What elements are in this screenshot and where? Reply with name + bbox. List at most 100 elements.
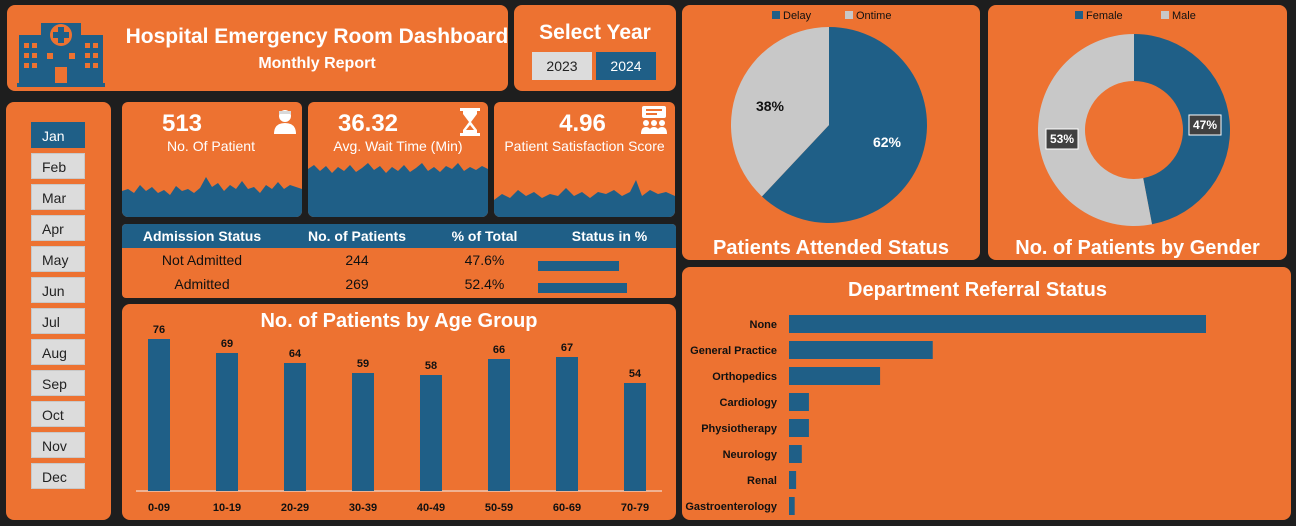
kpi-sparkline [494, 180, 675, 217]
data-label: 69 [221, 338, 233, 350]
bar [284, 363, 306, 491]
month-button-jul[interactable]: Jul [31, 308, 85, 334]
bar [789, 393, 809, 411]
bar [624, 383, 646, 491]
kpi-value: 513 [161, 110, 203, 137]
kpi-card-wait-time: 36.32 Avg. Wait Time (Min) [308, 102, 488, 217]
kpi-label: Patient Satisfaction Score [504, 138, 665, 154]
year-button-2024[interactable]: 2024 [596, 52, 656, 80]
column-header-pct: % of Total [451, 228, 518, 244]
department-referral-panel: Department Referral Status None General P… [682, 267, 1291, 520]
legend-swatch [1161, 11, 1169, 19]
bar [488, 359, 510, 491]
data-label: 58 [425, 360, 437, 372]
bar [789, 341, 933, 359]
hospital-icon [17, 23, 105, 87]
pie-slice [731, 27, 829, 197]
month-button-mar[interactable]: Mar [31, 184, 85, 210]
table-data-bar [538, 261, 619, 271]
data-label: 59 [357, 358, 369, 370]
bar [352, 373, 374, 491]
month-button-feb[interactable]: Feb [31, 153, 85, 179]
year-button-2023[interactable]: 2023 [532, 52, 592, 80]
data-label: 66 [493, 344, 505, 356]
patient-icon [274, 110, 296, 134]
month-button-nov[interactable]: Nov [31, 432, 85, 458]
column-header-patients: No. of Patients [307, 228, 406, 244]
legend-label: Male [1172, 10, 1196, 22]
gender-panel: Female Male 47% 53% No. of Patients by Ge… [988, 5, 1287, 260]
chart-title: Patients Attended Status [713, 237, 949, 259]
month-button-oct[interactable]: Oct [31, 401, 85, 427]
kpi-label: No. Of Patient [167, 138, 255, 154]
table-cell-status: Not Admitted [161, 252, 243, 268]
legend-label: Delay [783, 10, 812, 22]
y-tick-label: None [750, 319, 778, 331]
x-tick-label: 10-19 [213, 502, 241, 514]
chart-title: No. of Patients by Age Group [260, 310, 538, 332]
legend-swatch [772, 11, 780, 19]
bar [216, 353, 238, 491]
data-label: 62% [873, 134, 902, 150]
legend-swatch [1075, 11, 1083, 19]
kpi-card-patients: 513 No. Of Patient [122, 102, 302, 217]
kpi-label: Avg. Wait Time (Min) [333, 138, 463, 154]
month-button-may[interactable]: May [31, 246, 85, 272]
month-button-aug[interactable]: Aug [31, 339, 85, 365]
y-tick-label: Renal [747, 475, 777, 487]
x-tick-label: 20-29 [281, 502, 309, 514]
legend-label: Female [1086, 10, 1123, 22]
dashboard-title: Hospital Emergency Room Dashboard [125, 25, 508, 48]
donut-slice [1134, 34, 1230, 225]
age-group-bar-chart: 76 0-09 69 10-19 64 20-29 59 30-39 58 40-49 66 50-5… [136, 324, 662, 514]
attended-status-panel: Delay Ontime 62% 38% Patients Attended St… [682, 5, 980, 260]
legend-item-male: Male [1161, 10, 1196, 22]
legend-item-female: Female [1075, 10, 1123, 22]
month-button-jun[interactable]: Jun [31, 277, 85, 303]
group-feedback-icon [641, 106, 667, 134]
attended-status-pie-chart: 62% 38% [731, 27, 927, 224]
x-tick-label: 0-09 [148, 502, 170, 514]
chart-title: No. of Patients by Gender [1015, 237, 1260, 259]
year-selector-title: Select Year [539, 21, 651, 44]
month-button-jan[interactable]: Jan [31, 122, 85, 148]
data-label: 67 [561, 342, 573, 354]
bar [420, 375, 442, 491]
x-tick-label: 40-49 [417, 502, 445, 514]
column-header-status-bar: Status in % [571, 228, 648, 244]
bar [789, 367, 881, 385]
month-button-apr[interactable]: Apr [31, 215, 85, 241]
y-tick-label: Cardiology [720, 397, 778, 409]
admission-table: Admission Status No. of Patients % of To… [122, 224, 676, 298]
month-button-dec[interactable]: Dec [31, 463, 85, 489]
bar [789, 445, 802, 463]
month-button-sep[interactable]: Sep [31, 370, 85, 396]
legend-swatch [845, 11, 853, 19]
x-tick-label: 70-79 [621, 502, 649, 514]
bar [556, 357, 578, 491]
data-label: 54 [629, 368, 642, 380]
column-header-status: Admission Status [142, 228, 262, 244]
data-label-box [1045, 128, 1079, 150]
y-tick-label: Gastroenterology [685, 501, 778, 513]
x-tick-label: 50-59 [485, 502, 513, 514]
bar [148, 339, 170, 491]
data-label: 47% [1193, 118, 1217, 132]
bar [789, 419, 809, 437]
table-cell-pct: 47.6% [464, 252, 505, 268]
kpi-value: 36.32 [337, 110, 399, 137]
y-tick-label: Neurology [723, 449, 778, 461]
month-slicer-panel: Jan Feb Mar Apr May Jun Jul Aug Sep Oct … [6, 102, 111, 520]
table-cell-patients: 269 [345, 276, 369, 292]
table-header-row [122, 224, 676, 248]
x-tick-label: 30-39 [349, 502, 377, 514]
legend-item-ontime: Ontime [845, 10, 891, 22]
pie-slice [761, 27, 927, 224]
chart-title: Department Referral Status [848, 279, 1107, 301]
gender-donut-chart: 47% 53% [1038, 34, 1230, 226]
legend-item-delay: Delay [772, 10, 811, 22]
kpi-card-satisfaction: 4.96 Patient Satisfaction Score [494, 102, 675, 217]
x-tick-label: 60-69 [553, 502, 581, 514]
y-tick-label: Physiotherapy [701, 423, 778, 435]
kpi-sparkline [122, 177, 302, 217]
